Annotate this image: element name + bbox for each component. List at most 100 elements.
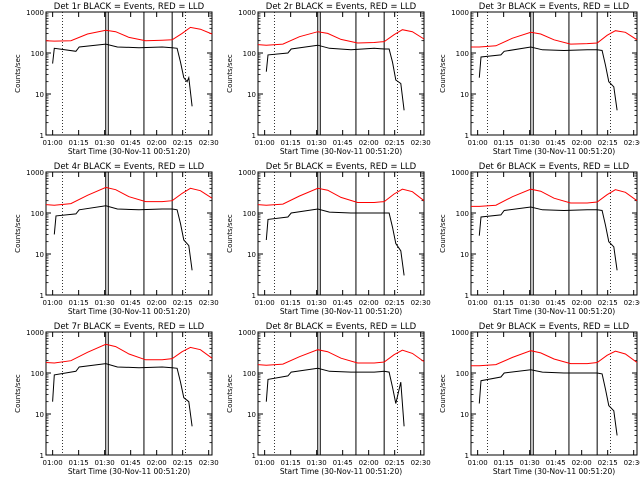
y-tick-label: 1000 <box>451 329 469 337</box>
x-axis-label: Start Time (30-Nov-11 00:51:20) <box>68 467 190 476</box>
lld-series-line <box>471 30 638 48</box>
events-series-line <box>53 205 193 271</box>
x-tick-label: 02:30 <box>411 299 431 307</box>
x-tick-label: 02:00 <box>359 139 379 147</box>
plot-frame <box>45 11 213 136</box>
chart-panel: Det 9r BLACK = Events, RED = LLD 1 10 100 10… <box>439 322 640 476</box>
x-tick-label: 01:45 <box>121 139 141 147</box>
y-axis-label: Counts/sec <box>14 374 22 413</box>
y-tick-label: 1000 <box>238 169 256 177</box>
chart-title: Det 2r BLACK = Events, RED = LLD <box>266 2 417 12</box>
x-tick-label: 02:15 <box>598 139 618 147</box>
x-tick-label: 01:00 <box>43 139 63 147</box>
y-tick-label: 100 <box>243 210 256 218</box>
y-axis-label: Counts/sec <box>14 54 22 93</box>
y-tick-label: 1000 <box>451 9 469 17</box>
y-tick-label: 1 <box>465 452 469 460</box>
x-axis-label: Start Time (30-Nov-11 00:51:20) <box>493 307 615 316</box>
chart-title: Det 1r BLACK = Events, RED = LLD <box>54 2 205 12</box>
x-tick-label: 01:00 <box>255 139 275 147</box>
y-tick-label: 1 <box>252 292 256 300</box>
y-tick-label: 1 <box>465 132 469 140</box>
chart-panel: Det 3r BLACK = Events, RED = LLD 1 10 100 10… <box>439 2 640 156</box>
lld-series-line <box>471 350 638 367</box>
x-axis-label: Start Time (30-Nov-11 00:51:20) <box>280 147 402 156</box>
x-tick-label: 02:00 <box>359 459 379 467</box>
y-tick-label: 1000 <box>26 329 44 337</box>
y-tick-label: 10 <box>247 91 256 99</box>
events-series-line <box>478 46 618 111</box>
plot-frame <box>257 11 425 136</box>
x-axis-label: Start Time (30-Nov-11 00:51:20) <box>280 467 402 476</box>
x-tick-label: 01:30 <box>307 459 327 467</box>
x-tick-label: 02:15 <box>598 299 618 307</box>
chart-panel: Det 1r BLACK = Events, RED = LLD 1 10 100 10… <box>14 2 219 156</box>
lld-series-line <box>45 343 213 364</box>
x-tick-label: 01:30 <box>95 459 115 467</box>
chart-title: Det 8r BLACK = Events, RED = LLD <box>266 322 417 332</box>
lld-series-line <box>257 187 425 206</box>
y-tick-label: 1 <box>40 132 44 140</box>
x-tick-label: 02:15 <box>173 139 193 147</box>
x-axis-label: Start Time (30-Nov-11 00:51:20) <box>68 307 190 316</box>
y-tick-label: 100 <box>31 50 44 58</box>
y-tick-label: 100 <box>243 50 256 58</box>
plot-frame <box>470 171 638 296</box>
x-tick-label: 01:15 <box>281 299 301 307</box>
y-tick-label: 100 <box>31 370 44 378</box>
y-axis-label: Counts/sec <box>226 374 234 413</box>
chart-title: Det 9r BLACK = Events, RED = LLD <box>479 322 630 332</box>
chart-title: Det 7r BLACK = Events, RED = LLD <box>54 322 205 332</box>
x-tick-label: 01:00 <box>255 299 275 307</box>
x-tick-label: 02:00 <box>572 459 592 467</box>
x-tick-label: 02:30 <box>199 299 219 307</box>
x-tick-label: 01:45 <box>333 139 353 147</box>
y-axis-label: Counts/sec <box>439 54 447 93</box>
chart-title: Det 4r BLACK = Events, RED = LLD <box>54 162 205 172</box>
events-series-line <box>265 208 405 276</box>
y-tick-label: 10 <box>35 411 44 419</box>
lld-series-line <box>257 29 425 46</box>
x-tick-label: 02:00 <box>147 299 167 307</box>
events-series-line <box>52 43 193 107</box>
x-tick-label: 02:30 <box>199 459 219 467</box>
y-tick-label: 10 <box>35 251 44 259</box>
x-axis-label: Start Time (30-Nov-11 00:51:20) <box>493 147 615 156</box>
x-tick-label: 01:30 <box>520 459 540 467</box>
x-tick-label: 01:30 <box>95 299 115 307</box>
y-tick-label: 100 <box>456 370 469 378</box>
y-axis-label: Counts/sec <box>14 214 22 253</box>
lld-series-line <box>257 349 425 366</box>
chart-title: Det 5r BLACK = Events, RED = LLD <box>266 162 417 172</box>
events-series-line <box>52 363 193 427</box>
plot-frame <box>470 11 638 136</box>
y-tick-label: 10 <box>35 91 44 99</box>
lld-series-line <box>471 188 638 207</box>
x-tick-label: 02:15 <box>173 459 193 467</box>
chart-panel: Det 7r BLACK = Events, RED = LLD 1 10 100 10… <box>14 322 219 476</box>
plot-frame <box>257 331 425 456</box>
events-series-line <box>478 369 618 436</box>
events-series-line <box>478 206 618 271</box>
x-tick-label: 01:45 <box>333 299 353 307</box>
x-tick-label: 01:15 <box>69 139 89 147</box>
x-tick-label: 02:00 <box>572 139 592 147</box>
y-tick-label: 100 <box>456 210 469 218</box>
x-tick-label: 01:00 <box>468 459 488 467</box>
x-tick-label: 01:45 <box>546 299 566 307</box>
y-axis-label: Counts/sec <box>439 374 447 413</box>
y-tick-label: 1000 <box>26 9 44 17</box>
x-tick-label: 02:30 <box>411 459 431 467</box>
chart-panel: Det 6r BLACK = Events, RED = LLD 1 10 100 10… <box>439 162 640 316</box>
x-tick-label: 01:00 <box>468 299 488 307</box>
x-tick-label: 02:30 <box>624 459 640 467</box>
y-tick-label: 1000 <box>238 329 256 337</box>
x-tick-label: 02:15 <box>173 299 193 307</box>
x-tick-label: 01:15 <box>494 139 514 147</box>
y-tick-label: 100 <box>456 50 469 58</box>
x-tick-label: 01:15 <box>494 299 514 307</box>
x-tick-label: 01:30 <box>307 299 327 307</box>
x-tick-label: 02:30 <box>624 299 640 307</box>
x-tick-label: 02:00 <box>147 139 167 147</box>
